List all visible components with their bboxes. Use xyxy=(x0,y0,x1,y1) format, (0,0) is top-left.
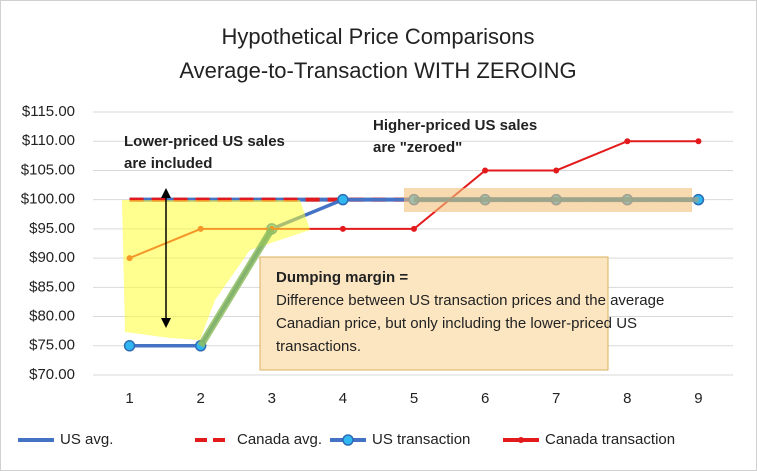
legend-label: Canada transaction xyxy=(545,431,675,448)
legend-swatch xyxy=(518,437,524,443)
y-tick-label: $80.00 xyxy=(29,308,75,325)
annotation: Difference between US transaction prices… xyxy=(276,292,664,309)
marker xyxy=(553,167,560,174)
annotation: are "zeroed" xyxy=(373,139,462,156)
annotation: are included xyxy=(124,155,212,172)
chart-title: Hypothetical Price Comparisons xyxy=(221,24,534,49)
x-tick-label: 3 xyxy=(268,390,276,407)
y-tick-label: $95.00 xyxy=(29,220,75,237)
x-tick-label: 5 xyxy=(410,390,418,407)
x-tick-label: 6 xyxy=(481,390,489,407)
x-tick-label: 1 xyxy=(125,390,133,407)
marker xyxy=(339,225,346,232)
y-tick-label: $105.00 xyxy=(21,161,75,178)
x-tick-label: 7 xyxy=(552,390,560,407)
y-tick-label: $90.00 xyxy=(29,249,75,266)
legend-label: US transaction xyxy=(372,431,470,448)
x-tick-label: 8 xyxy=(623,390,631,407)
legend-label: US avg. xyxy=(60,431,113,448)
marker xyxy=(411,225,417,232)
annotation: Lower-priced US sales xyxy=(124,133,285,150)
chart-subtitle: Average-to-Transaction WITH ZEROING xyxy=(179,58,576,83)
highlight xyxy=(122,200,310,340)
y-tick-label: $110.00 xyxy=(22,132,75,149)
y-tick-label: $75.00 xyxy=(29,337,75,354)
annotation: transactions. xyxy=(276,338,361,355)
legend-label: Canada avg. xyxy=(237,431,322,448)
y-tick-label: $115.00 xyxy=(22,103,75,120)
arrow-head xyxy=(161,188,171,198)
y-tick-label: $100.00 xyxy=(21,191,75,208)
marker xyxy=(123,340,136,352)
marker xyxy=(482,167,489,174)
y-tick-label: $85.00 xyxy=(29,278,75,295)
arrow-head xyxy=(161,318,171,328)
x-tick-label: 4 xyxy=(339,390,347,407)
annotation-box xyxy=(259,256,609,371)
marker xyxy=(337,193,349,206)
legend-swatch xyxy=(342,434,354,446)
y-tick-label: $70.00 xyxy=(29,366,75,383)
marker xyxy=(695,138,702,145)
x-tick-label: 2 xyxy=(196,390,204,407)
annotation: Higher-priced US sales xyxy=(373,117,537,134)
annotation: Canadian price, but only including the l… xyxy=(276,315,637,332)
marker xyxy=(624,138,631,145)
x-tick-label: 9 xyxy=(694,390,702,407)
annotation: Dumping margin = xyxy=(276,269,408,286)
highlight xyxy=(197,227,275,348)
